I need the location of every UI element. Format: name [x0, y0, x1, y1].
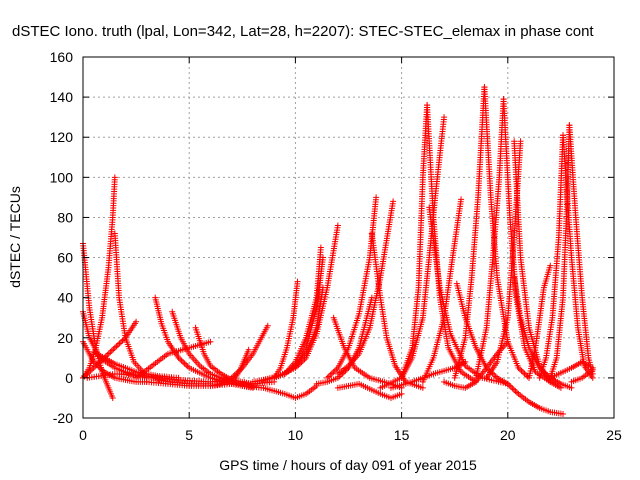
data-series [239, 382, 320, 401]
data-series [271, 278, 301, 381]
data-series [441, 338, 511, 391]
x-tick-label: 10 [288, 427, 304, 443]
data-point [419, 384, 426, 391]
grid [83, 57, 614, 418]
data-point [264, 322, 271, 329]
data-point [181, 360, 188, 367]
plot-frame [82, 56, 615, 419]
data-series [547, 358, 596, 381]
data-point [441, 114, 448, 121]
data-point [325, 373, 332, 380]
data-point [390, 198, 397, 205]
data-series [387, 358, 469, 391]
data-point [105, 350, 112, 357]
data-point [180, 359, 187, 366]
data-point [510, 386, 517, 393]
x-tick-label: 15 [394, 427, 410, 443]
data-point [507, 383, 514, 390]
data-series [334, 198, 397, 377]
data-series [228, 346, 252, 387]
data-point [245, 346, 252, 353]
chart-title: dSTEC Iono. truth (lpal, Lon=342, Lat=28… [12, 23, 594, 40]
data-series [500, 96, 554, 385]
data-point [294, 278, 301, 285]
y-tick-label: 120 [50, 129, 74, 145]
data-point [177, 356, 184, 363]
data-points [80, 84, 596, 417]
data-point [113, 343, 120, 350]
data-point [462, 358, 469, 365]
data-series [526, 262, 554, 381]
y-axis: -20 0 20 40 60 80 100 120 140 160 [50, 49, 614, 426]
data-point [183, 361, 190, 368]
data-point [334, 222, 341, 229]
x-axis-label: GPS time / hours of day 091 of year 2015 [219, 457, 477, 473]
data-point [509, 385, 516, 392]
data-point [108, 347, 115, 354]
data-point [517, 138, 524, 145]
data-point [458, 196, 465, 203]
data-point [547, 262, 554, 269]
data-point [327, 372, 334, 379]
data-point [133, 318, 140, 325]
data-series [566, 122, 596, 377]
data-point [111, 344, 118, 351]
x-tick-label: 25 [606, 427, 622, 443]
data-point [513, 389, 520, 396]
y-axis-label: dSTEC / TECUs [7, 186, 23, 288]
data-series [334, 380, 405, 401]
x-tick-label: 0 [79, 427, 87, 443]
data-point [568, 384, 575, 391]
data-series [504, 380, 567, 417]
data-point [119, 337, 126, 344]
data-point [320, 284, 327, 291]
data-point [589, 366, 596, 373]
y-tick-label: 0 [65, 370, 73, 386]
data-point [518, 367, 525, 374]
y-tick-label: 80 [57, 209, 73, 225]
y-tick-label: 140 [50, 89, 74, 105]
data-point [107, 349, 114, 356]
data-series [511, 274, 575, 391]
data-point [109, 394, 116, 401]
data-series [368, 230, 426, 391]
data-series [324, 194, 380, 381]
data-point [398, 390, 405, 397]
data-point [114, 341, 121, 348]
y-tick-label: 100 [50, 169, 74, 185]
data-series [133, 338, 214, 381]
data-point [328, 370, 335, 377]
data-point [560, 410, 567, 417]
data-point [317, 244, 324, 251]
x-axis: 0 5 10 15 20 25 [79, 57, 622, 443]
data-point [116, 340, 123, 347]
data-series [568, 366, 596, 385]
x-tick-label: 20 [500, 427, 516, 443]
data-point [512, 388, 519, 395]
data-series [330, 314, 405, 391]
y-tick-label: 60 [57, 250, 73, 266]
data-point [207, 338, 214, 345]
data-point [178, 357, 185, 364]
data-series [481, 84, 533, 381]
data-point [110, 346, 117, 353]
data-point [117, 339, 124, 346]
data-point [320, 254, 327, 261]
data-series [536, 132, 567, 381]
data-point [519, 369, 526, 376]
y-tick-label: -20 [53, 410, 73, 426]
data-series [281, 284, 327, 377]
data-point [373, 194, 380, 201]
data-series [377, 102, 431, 391]
x-tick-label: 5 [185, 427, 193, 443]
y-tick-label: 20 [57, 330, 73, 346]
data-point [111, 174, 118, 181]
data-series [560, 132, 596, 381]
data-series [472, 96, 507, 381]
y-tick-label: 40 [57, 290, 73, 306]
y-tick-label: 160 [50, 49, 74, 65]
